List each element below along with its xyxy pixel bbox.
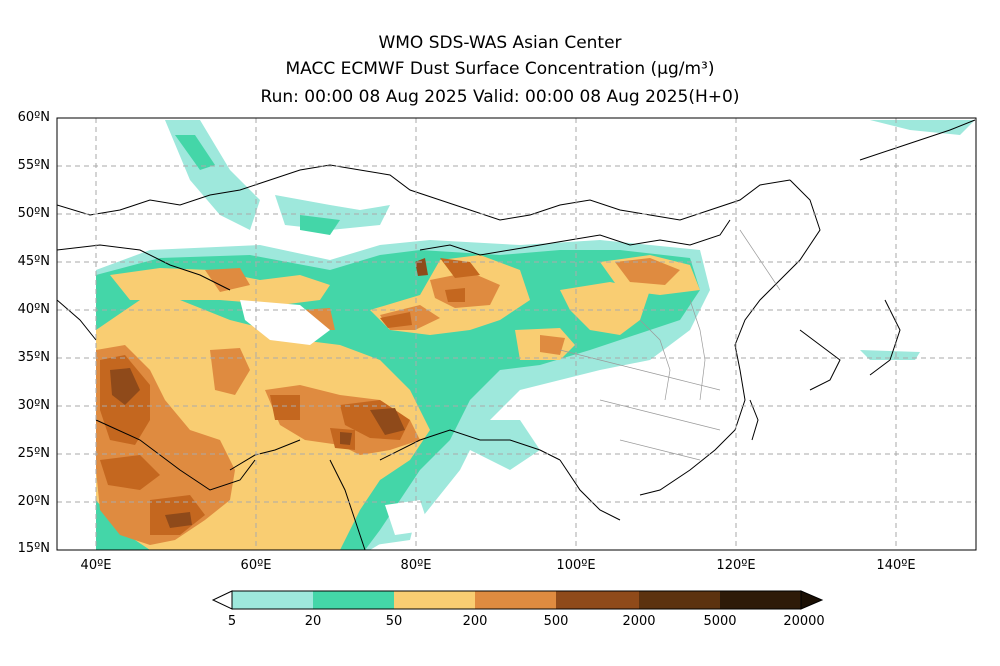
lat-label: 30ºN bbox=[17, 398, 50, 413]
lat-label: 35ºN bbox=[17, 350, 50, 365]
lat-label: 50ºN bbox=[17, 206, 50, 221]
colorbar-tick: 20000 bbox=[783, 614, 825, 629]
lat-label: 15ºN bbox=[17, 541, 50, 556]
country-borders bbox=[57, 119, 976, 550]
lat-lon-grid bbox=[57, 118, 976, 550]
colorbar-tick: 5 bbox=[227, 614, 237, 629]
colorbar bbox=[211, 590, 824, 610]
lat-label: 60ºN bbox=[17, 110, 50, 125]
lat-label: 25ºN bbox=[17, 446, 50, 461]
map-frame bbox=[56, 117, 977, 551]
run-valid-time: Run: 00:00 08 Aug 2025 Valid: 00:00 08 A… bbox=[260, 87, 740, 107]
colorbar-tick: 500 bbox=[543, 614, 569, 629]
colorbar-tick: 200 bbox=[462, 614, 488, 629]
map-subtitle: MACC ECMWF Dust Surface Concentration (μ… bbox=[285, 59, 715, 79]
colorbar-tick: 20 bbox=[304, 614, 322, 629]
lon-label: 140ºE bbox=[876, 558, 916, 573]
colorbar-high-arrow bbox=[800, 590, 824, 610]
colorbar-bin-7 bbox=[720, 591, 801, 609]
lon-label: 40ºE bbox=[80, 558, 112, 573]
colorbar-tick: 2000 bbox=[622, 614, 656, 629]
lat-label: 40ºN bbox=[17, 302, 50, 317]
colorbar-tick: 5000 bbox=[703, 614, 737, 629]
colorbar-bin-3 bbox=[394, 591, 475, 609]
no-dust-gaps bbox=[240, 300, 430, 535]
colorbar-tick: 50 bbox=[385, 614, 403, 629]
lon-label: 120ºE bbox=[716, 558, 756, 573]
colorbar-bin-5 bbox=[556, 591, 639, 609]
lon-label: 100ºE bbox=[556, 558, 596, 573]
map-title: WMO SDS-WAS Asian Center bbox=[378, 33, 622, 53]
colorbar-border bbox=[231, 590, 802, 610]
lat-label: 20ºN bbox=[17, 494, 50, 509]
lat-label: 55ºN bbox=[17, 158, 50, 173]
dust-fields bbox=[96, 120, 975, 550]
lon-label: 80ºE bbox=[400, 558, 432, 573]
colorbar-bin-4 bbox=[475, 591, 556, 609]
colorbar-bin-2 bbox=[313, 591, 394, 609]
colorbar-bin-6 bbox=[639, 591, 720, 609]
dust-level-2000-5000 bbox=[110, 258, 428, 528]
lat-label: 45ºN bbox=[17, 254, 50, 269]
lon-label: 60ºE bbox=[240, 558, 272, 573]
colorbar-low-arrow bbox=[211, 590, 233, 610]
colorbar-bin-1 bbox=[232, 591, 313, 609]
province-borders bbox=[559, 229, 781, 461]
